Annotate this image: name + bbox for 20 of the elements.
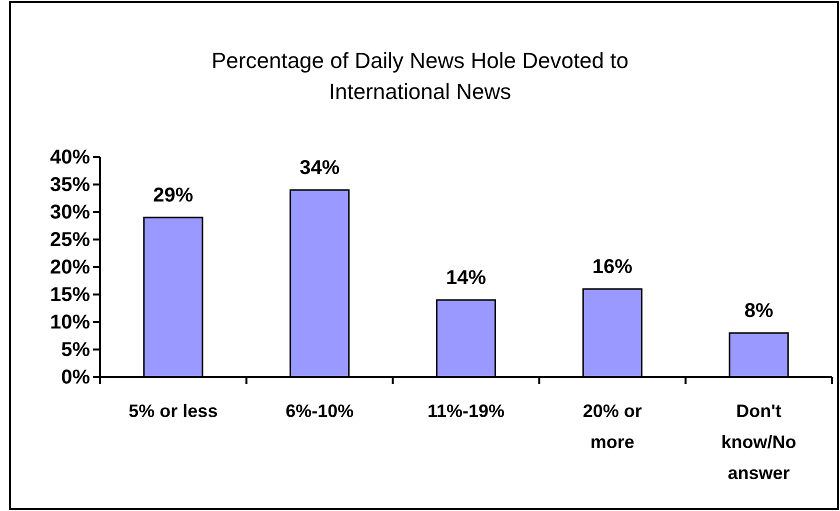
y-tick-label: 30%	[50, 201, 90, 224]
text: 16%	[592, 256, 632, 278]
y-tick-label: 20%	[50, 256, 90, 278]
text: 34%	[300, 157, 340, 179]
y-tick-label: 15%	[50, 284, 90, 306]
y-tick-label: 35%	[50, 174, 90, 196]
y-tick-label: 0%	[61, 366, 90, 388]
text: 8%	[744, 300, 774, 322]
y-tick-label: 5%	[61, 338, 90, 361]
y-tick-label: 40%	[50, 146, 90, 168]
text: 29%	[153, 184, 194, 206]
x-tick-label: Don't know/No answer	[721, 401, 796, 483]
text: 14%	[446, 267, 486, 289]
y-tick-label: 10%	[50, 311, 90, 334]
chart-title: Percentage of Daily News Hole Devoted to International News	[212, 48, 628, 104]
y-tick-label: 25%	[50, 228, 90, 251]
x-tick-label: 5% or less	[128, 401, 218, 421]
x-tick-label: 6%-10%	[286, 401, 354, 421]
x-tick-label: 11%-19%	[427, 401, 505, 421]
x-tick-label: 20% or more	[582, 401, 642, 452]
